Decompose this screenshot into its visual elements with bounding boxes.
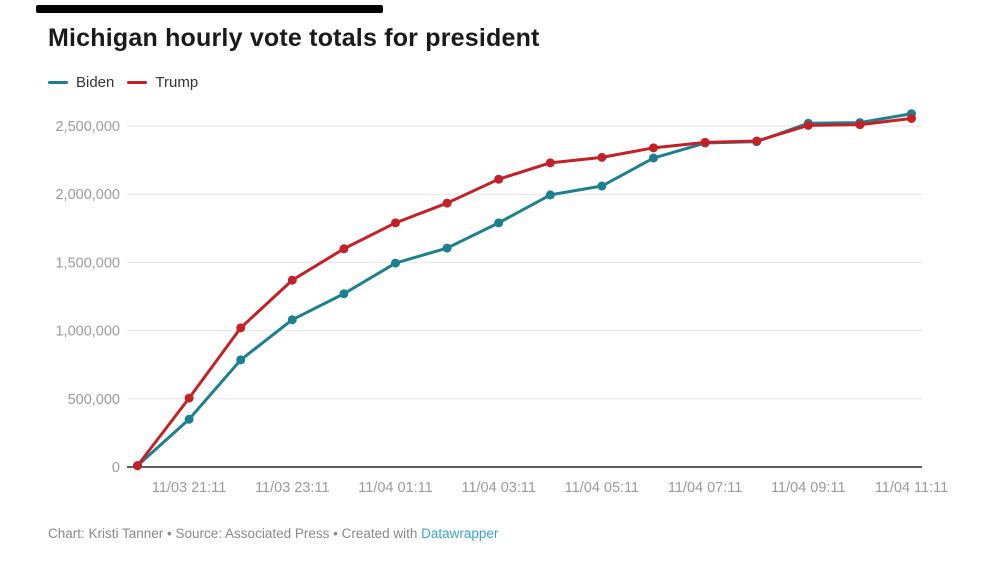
- top-progress-bar: [36, 5, 383, 13]
- trump-point: [339, 244, 349, 254]
- trump-point: [855, 120, 865, 130]
- trump-point: [700, 137, 710, 147]
- trump-point: [236, 323, 246, 333]
- trump-point: [803, 120, 813, 130]
- trump-line-swatch-icon: [127, 81, 148, 84]
- chart-legend: Biden Trump: [48, 74, 198, 91]
- trump-point: [494, 174, 504, 184]
- biden-point: [545, 190, 555, 200]
- y-tick-label: 1,000,000: [55, 324, 120, 340]
- page-title: Michigan hourly vote totals for presiden…: [48, 24, 540, 52]
- biden-point: [339, 289, 349, 299]
- biden-point: [649, 153, 658, 163]
- biden-point: [494, 218, 504, 228]
- trump-point: [287, 275, 297, 285]
- footer-byline: Chart: Kristi Tanner • Source: Associate…: [48, 526, 422, 541]
- trump-point: [597, 152, 607, 162]
- biden-point: [287, 315, 297, 325]
- biden-point: [442, 243, 452, 253]
- trump-point: [133, 461, 142, 471]
- trump-point: [442, 198, 452, 208]
- biden-point: [391, 258, 400, 268]
- y-tick-label: 2,000,000: [55, 187, 120, 203]
- x-tick-label: 11/03 23:11: [255, 480, 329, 496]
- trump-point: [907, 113, 916, 123]
- legend-item-biden: Biden: [48, 74, 114, 91]
- y-tick-label: 1,500,000: [55, 255, 120, 271]
- biden-line: [136, 112, 913, 468]
- trump-point: [184, 393, 194, 403]
- datawrapper-link[interactable]: Datawrapper: [421, 526, 499, 541]
- x-tick-label: 11/04 05:11: [565, 480, 639, 496]
- trump-point: [391, 218, 400, 228]
- x-tick-label: 11/03 21:11: [152, 480, 226, 496]
- x-tick-label: 11/04 07:11: [668, 480, 742, 496]
- vote-chart: 0 500,000 1,000,000 1,500,000 2,000,000 2,500…: [55, 109, 948, 496]
- legend-label-biden: Biden: [76, 74, 115, 91]
- chart-footer: Chart: Kristi Tanner • Source: Associate…: [48, 526, 498, 541]
- x-tick-label: 11/04 09:11: [771, 480, 845, 496]
- biden-point: [184, 414, 194, 424]
- biden-point: [597, 181, 607, 191]
- trump-line: [136, 116, 913, 468]
- x-tick-label: 11/04 01:11: [358, 480, 432, 496]
- y-tick-label: 0: [112, 460, 120, 476]
- biden-point: [236, 355, 246, 365]
- legend-label-trump: Trump: [155, 74, 199, 91]
- x-tick-label: 11/04 03:11: [461, 480, 535, 496]
- trump-point: [545, 158, 555, 168]
- y-tick-label: 2,500,000: [55, 119, 120, 135]
- biden-line-swatch-icon: [48, 81, 68, 84]
- legend-item-trump: Trump: [127, 74, 198, 91]
- trump-point: [649, 143, 658, 153]
- y-tick-label: 500,000: [68, 392, 120, 408]
- trump-point: [752, 136, 762, 146]
- x-tick-label: 11/04 11:11: [875, 480, 948, 496]
